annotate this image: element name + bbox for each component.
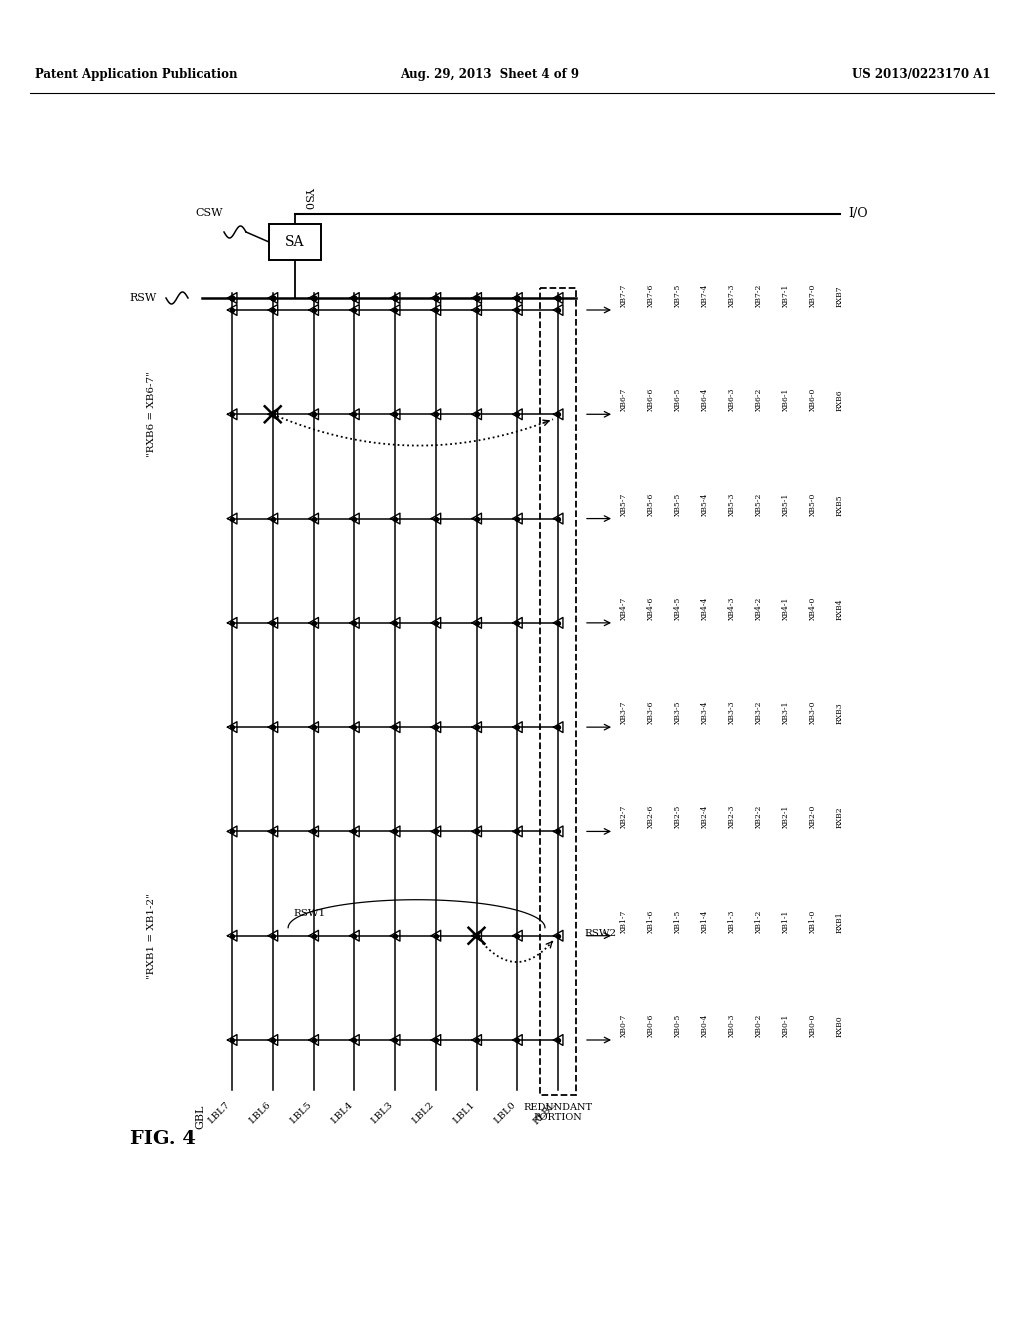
Text: XB4-0: XB4-0 xyxy=(809,597,817,620)
Text: XB3-6: XB3-6 xyxy=(647,701,655,725)
Text: FIG. 4: FIG. 4 xyxy=(130,1130,196,1148)
Bar xyxy=(269,224,321,260)
Text: Aug. 29, 2013  Sheet 4 of 9: Aug. 29, 2013 Sheet 4 of 9 xyxy=(400,69,580,81)
Text: XB4-6: XB4-6 xyxy=(647,597,655,620)
Text: XB0-2: XB0-2 xyxy=(755,1014,763,1038)
Text: XB1-2: XB1-2 xyxy=(755,909,763,933)
Text: XB3-3: XB3-3 xyxy=(728,701,736,725)
Text: LBL1: LBL1 xyxy=(452,1100,476,1125)
Text: Patent Application Publication: Patent Application Publication xyxy=(35,69,238,81)
Text: US 2013/0223170 A1: US 2013/0223170 A1 xyxy=(852,69,990,81)
Text: XB6-3: XB6-3 xyxy=(728,388,736,412)
Text: XB7-5: XB7-5 xyxy=(674,284,682,308)
Text: REDUNDANT
PORTION: REDUNDANT PORTION xyxy=(523,1104,593,1122)
Text: XB2-2: XB2-2 xyxy=(755,805,763,829)
Text: RXB2: RXB2 xyxy=(836,807,844,829)
Text: XB4-2: XB4-2 xyxy=(755,597,763,620)
Text: XB4-3: XB4-3 xyxy=(728,597,736,620)
Text: XB5-4: XB5-4 xyxy=(701,492,709,516)
Text: XB1-4: XB1-4 xyxy=(701,909,709,933)
Text: XB6-0: XB6-0 xyxy=(809,388,817,412)
Text: XB1-3: XB1-3 xyxy=(728,909,736,933)
Text: I/O: I/O xyxy=(848,207,867,220)
Text: XB4-4: XB4-4 xyxy=(701,597,709,620)
Text: XB1-5: XB1-5 xyxy=(674,909,682,933)
Text: XB5-5: XB5-5 xyxy=(674,492,682,516)
Text: LBL4: LBL4 xyxy=(329,1100,354,1125)
Text: LBL6: LBL6 xyxy=(248,1100,272,1125)
Text: RXB4: RXB4 xyxy=(836,598,844,620)
Text: XB3-4: XB3-4 xyxy=(701,701,709,725)
Text: RSW2: RSW2 xyxy=(584,929,616,937)
Text: XB2-0: XB2-0 xyxy=(809,805,817,829)
Text: XB7-4: XB7-4 xyxy=(701,284,709,308)
Text: XB7-6: XB7-6 xyxy=(647,284,655,308)
Text: XB1-6: XB1-6 xyxy=(647,909,655,933)
Text: XB5-7: XB5-7 xyxy=(620,492,628,516)
Text: XB3-0: XB3-0 xyxy=(809,701,817,725)
Text: RLBL: RLBL xyxy=(531,1100,558,1126)
Text: XB4-1: XB4-1 xyxy=(782,597,790,620)
Text: XB3-2: XB3-2 xyxy=(755,701,763,725)
Text: "RXB1 = XB1-2": "RXB1 = XB1-2" xyxy=(147,892,157,978)
Text: XB6-4: XB6-4 xyxy=(701,388,709,412)
Text: XB4-5: XB4-5 xyxy=(674,597,682,620)
Text: SA: SA xyxy=(286,235,305,249)
Text: RSW: RSW xyxy=(130,293,157,304)
Text: RXB3: RXB3 xyxy=(836,702,844,725)
Text: XB0-1: XB0-1 xyxy=(782,1014,790,1038)
Text: RSW1: RSW1 xyxy=(293,908,326,917)
Text: YS0: YS0 xyxy=(303,187,313,209)
Text: XB0-0: XB0-0 xyxy=(809,1014,817,1038)
Text: XB5-1: XB5-1 xyxy=(782,492,790,516)
Text: XB3-7: XB3-7 xyxy=(620,701,628,725)
Text: XB6-2: XB6-2 xyxy=(755,388,763,412)
Text: XB3-1: XB3-1 xyxy=(782,701,790,725)
Text: XB7-1: XB7-1 xyxy=(782,284,790,308)
Text: XB2-5: XB2-5 xyxy=(674,805,682,829)
Text: XB6-6: XB6-6 xyxy=(647,388,655,412)
Text: RXB7: RXB7 xyxy=(836,285,844,308)
Text: RXB0: RXB0 xyxy=(836,1015,844,1038)
Text: XB4-7: XB4-7 xyxy=(620,597,628,620)
Text: XB5-2: XB5-2 xyxy=(755,492,763,516)
Text: LBL3: LBL3 xyxy=(370,1100,395,1125)
Text: XB6-5: XB6-5 xyxy=(674,388,682,412)
Text: XB0-6: XB0-6 xyxy=(647,1014,655,1038)
Bar xyxy=(540,288,575,1096)
Text: XB7-0: XB7-0 xyxy=(809,284,817,308)
Text: LBL2: LBL2 xyxy=(411,1100,436,1125)
Text: XB6-1: XB6-1 xyxy=(782,388,790,412)
Text: XB5-6: XB5-6 xyxy=(647,492,655,516)
Text: XB0-5: XB0-5 xyxy=(674,1014,682,1038)
Text: XB5-0: XB5-0 xyxy=(809,492,817,516)
Text: LBL0: LBL0 xyxy=(493,1100,517,1125)
Text: XB1-0: XB1-0 xyxy=(809,909,817,933)
Text: "RXB6 = XB6-7": "RXB6 = XB6-7" xyxy=(147,371,157,457)
Text: CSW: CSW xyxy=(196,209,223,218)
Text: XB6-7: XB6-7 xyxy=(620,388,628,412)
Text: XB7-3: XB7-3 xyxy=(728,284,736,308)
Text: GBL: GBL xyxy=(195,1105,205,1130)
Text: XB3-5: XB3-5 xyxy=(674,701,682,725)
Text: XB7-7: XB7-7 xyxy=(620,284,628,308)
Text: XB7-2: XB7-2 xyxy=(755,284,763,308)
Text: XB0-3: XB0-3 xyxy=(728,1014,736,1038)
Text: LBL5: LBL5 xyxy=(289,1100,313,1125)
Text: LBL7: LBL7 xyxy=(207,1100,232,1125)
Text: XB0-4: XB0-4 xyxy=(701,1014,709,1038)
Text: XB5-3: XB5-3 xyxy=(728,492,736,516)
Text: RXB5: RXB5 xyxy=(836,494,844,516)
Text: XB2-6: XB2-6 xyxy=(647,805,655,829)
Text: XB1-1: XB1-1 xyxy=(782,909,790,933)
Text: XB2-1: XB2-1 xyxy=(782,805,790,829)
Text: XB2-4: XB2-4 xyxy=(701,805,709,829)
Text: XB2-7: XB2-7 xyxy=(620,805,628,829)
Text: RXB1: RXB1 xyxy=(836,911,844,933)
Text: XB0-7: XB0-7 xyxy=(620,1014,628,1038)
Text: XB1-7: XB1-7 xyxy=(620,909,628,933)
Text: XB2-3: XB2-3 xyxy=(728,805,736,829)
Text: RXB6: RXB6 xyxy=(836,389,844,412)
